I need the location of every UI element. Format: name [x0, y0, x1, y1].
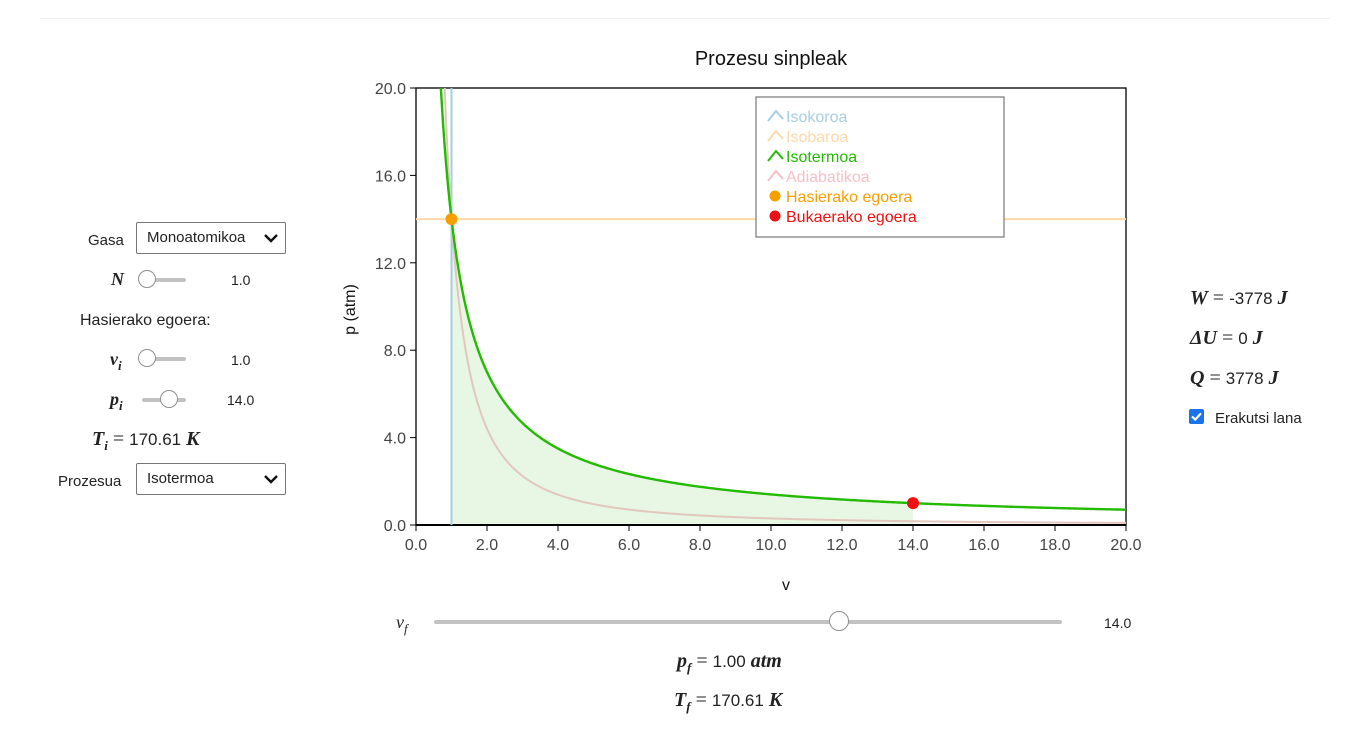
y-axis-label: p (atm)	[342, 284, 359, 335]
initial-state-point	[445, 213, 458, 226]
work-result: W = -3778 J	[1190, 287, 1288, 309]
pi-slider-thumb[interactable]	[160, 390, 179, 408]
n-slider-track	[138, 278, 186, 282]
x-tick-label: 18.0	[1039, 537, 1070, 554]
y-tick-label: 12.0	[375, 256, 406, 273]
vi-slider-thumb[interactable]	[138, 349, 156, 367]
pi-label: pi	[110, 389, 123, 413]
isothermal-curve	[439, 88, 1126, 511]
x-tick-label: 16.0	[968, 537, 999, 554]
legend-line-icon	[767, 109, 784, 122]
chevron-down-icon	[264, 234, 278, 243]
initial-state-heading: Hasierako egoera:	[80, 312, 211, 329]
adiabatic-curve	[443, 88, 1126, 524]
y-tick-label: 0.0	[384, 518, 406, 535]
n-slider[interactable]	[138, 270, 186, 290]
vf-slider[interactable]	[434, 611, 1062, 632]
gas-select[interactable]: Monoatomikoa	[136, 222, 286, 254]
pi-slider[interactable]	[142, 390, 186, 410]
chart-title: Prozesu sinpleak	[695, 48, 848, 70]
vf-slider-thumb[interactable]	[829, 611, 850, 631]
show-work-label: Erakutsi lana	[1215, 410, 1302, 427]
pv-chart: Prozesu sinpleak 0.0 2.0 4.0 6.0 8.0 10.0 12.0 1…	[342, 48, 1142, 594]
x-tick-label: 0.0	[405, 537, 427, 554]
legend-box	[755, 96, 1005, 238]
x-tick-label: 20.0	[1110, 537, 1141, 554]
legend-label: Isotermoa	[786, 149, 857, 166]
initial-temperature: Ti = 170.61 K	[92, 428, 200, 453]
x-tick-label: 8.0	[689, 537, 711, 554]
x-tick-label: 12.0	[826, 537, 857, 554]
legend-dot-icon	[769, 210, 781, 222]
n-label: N	[111, 269, 124, 289]
process-select-value: Isotermoa	[147, 470, 214, 487]
x-tick-label: 2.0	[476, 537, 498, 554]
x-tick-label: 6.0	[618, 537, 640, 554]
final-pressure: pf = 1.00 atm	[677, 650, 782, 675]
legend-label: Adiabatikoa	[786, 169, 870, 186]
work-area	[451, 219, 913, 525]
heat-result: Q = 3778 J	[1190, 367, 1279, 389]
y-tick-label: 20.0	[375, 81, 406, 98]
internal-energy-result: ΔU = 0 J	[1190, 327, 1263, 349]
y-tick-label: 16.0	[375, 168, 406, 185]
pi-value: 14.0	[227, 392, 255, 408]
vi-slider-track	[138, 357, 186, 361]
y-tick-label: 8.0	[384, 343, 406, 360]
legend-dot-icon	[769, 190, 781, 202]
legend-line-icon	[767, 129, 784, 142]
final-temperature: Tf = 170.61 K	[674, 689, 783, 714]
legend-line-icon	[767, 149, 784, 162]
vi-value: 1.0	[231, 352, 251, 368]
gas-select-value: Monoatomikoa	[147, 229, 246, 246]
checkmark-icon	[1191, 412, 1202, 422]
final-state-point	[907, 497, 919, 510]
n-slider-thumb[interactable]	[138, 270, 156, 288]
x-axis-label: v	[782, 577, 790, 594]
x-tick-label: 10.0	[755, 537, 786, 554]
n-value: 1.0	[231, 272, 251, 288]
chevron-down-icon	[264, 475, 278, 484]
vf-label: vf	[396, 612, 408, 636]
legend-label: Bukaerako egoera	[786, 209, 917, 226]
x-tick-label: 4.0	[547, 537, 569, 554]
vi-slider[interactable]	[138, 349, 186, 369]
vi-label: vi	[110, 349, 122, 373]
legend-label: Isokoroa	[786, 109, 847, 126]
legend-label: Isobaroa	[786, 129, 848, 146]
vf-value: 14.0	[1104, 615, 1132, 631]
process-select[interactable]: Isotermoa	[136, 463, 286, 495]
x-tick-label: 14.0	[897, 537, 928, 554]
y-tick-label: 4.0	[384, 431, 406, 448]
vf-slider-track	[434, 620, 1062, 624]
legend-label: Hasierako egoera	[786, 189, 912, 206]
gas-label: Gasa	[88, 232, 124, 249]
show-work-checkbox[interactable]	[1189, 409, 1204, 424]
top-divider	[40, 18, 1330, 19]
process-label: Prozesua	[58, 473, 122, 490]
legend-line-icon	[767, 169, 784, 182]
